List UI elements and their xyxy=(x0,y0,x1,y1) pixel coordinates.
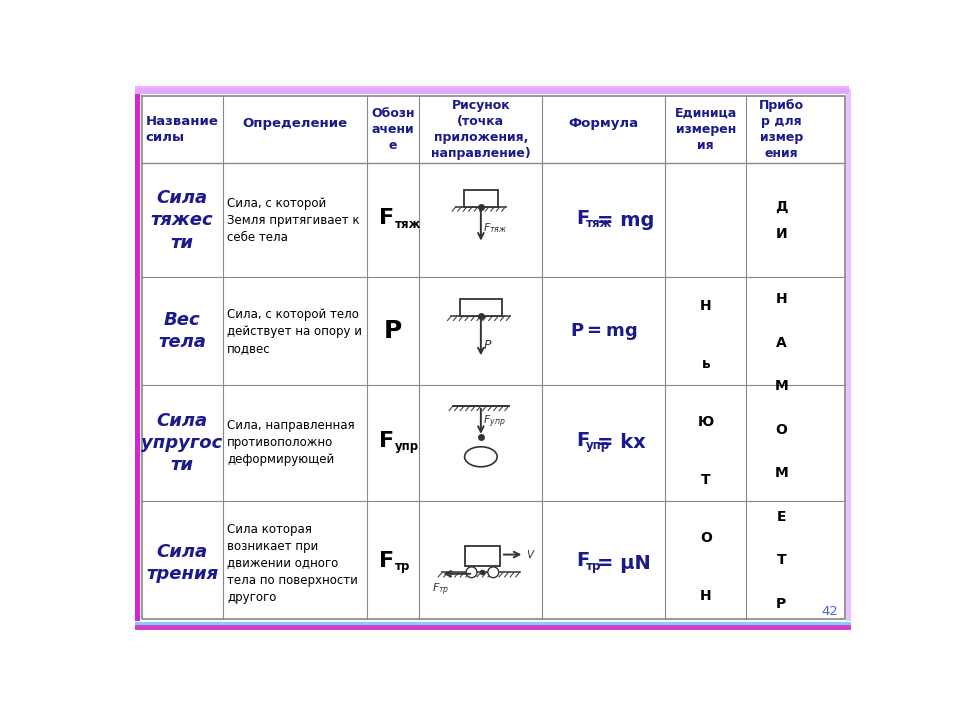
Circle shape xyxy=(488,567,498,577)
Text: Сила
упругос
ти: Сила упругос ти xyxy=(141,412,223,474)
Text: Единица
измерен
ия: Единица измерен ия xyxy=(675,107,737,152)
Text: Прибо
р для
измер
ения: Прибо р для измер ения xyxy=(758,99,804,160)
Text: F: F xyxy=(577,552,590,570)
Text: М: М xyxy=(775,466,788,480)
Text: Сила
тяжес
ти: Сила тяжес ти xyxy=(151,189,213,251)
Text: $P$: $P$ xyxy=(483,338,492,351)
Text: Сила, направленная
противоположно
деформирующей: Сила, направленная противоположно деформ… xyxy=(228,420,355,467)
Polygon shape xyxy=(846,89,851,621)
Text: упр: упр xyxy=(586,439,611,452)
Polygon shape xyxy=(134,82,849,88)
Text: $F_{тяж}$: $F_{тяж}$ xyxy=(483,221,508,235)
Polygon shape xyxy=(464,189,498,207)
Text: Сила
трения: Сила трения xyxy=(146,543,218,583)
Text: Рисунок
(точка
приложения,
направление): Рисунок (точка приложения, направление) xyxy=(431,99,531,160)
Text: = kx: = kx xyxy=(597,433,646,452)
Text: 42: 42 xyxy=(822,605,838,618)
Polygon shape xyxy=(134,89,140,621)
Text: $F_{упр}$: $F_{упр}$ xyxy=(483,413,506,430)
Text: тр: тр xyxy=(396,560,411,573)
Ellipse shape xyxy=(465,446,497,467)
Text: И: И xyxy=(776,228,787,241)
Text: Т: Т xyxy=(777,553,786,567)
Text: Ю: Ю xyxy=(698,415,714,429)
Text: $\mathbf{P = mg}$: $\mathbf{P = mg}$ xyxy=(570,320,637,342)
Text: ь: ь xyxy=(702,357,710,372)
Text: тр: тр xyxy=(586,559,601,572)
Text: Д: Д xyxy=(775,199,787,214)
Text: Н: Н xyxy=(700,300,711,313)
Text: V: V xyxy=(526,549,533,559)
Text: Сила, с которой
Земля притягивает к
себе тела: Сила, с которой Земля притягивает к себе… xyxy=(228,197,360,244)
Text: тяж: тяж xyxy=(586,217,612,230)
Text: = μN: = μN xyxy=(597,554,651,572)
Text: Определение: Определение xyxy=(242,117,348,130)
Circle shape xyxy=(467,567,477,577)
Text: упр: упр xyxy=(396,440,420,454)
Polygon shape xyxy=(460,299,502,316)
Text: М: М xyxy=(775,379,788,393)
Text: F: F xyxy=(379,551,395,571)
Text: О: О xyxy=(776,423,787,436)
Polygon shape xyxy=(134,88,849,94)
Text: Сила, с которой тело
действует на опору и
подвес: Сила, с которой тело действует на опору … xyxy=(228,307,362,355)
Text: Формула: Формула xyxy=(569,117,639,130)
Polygon shape xyxy=(134,622,851,626)
Polygon shape xyxy=(134,626,851,630)
Text: P: P xyxy=(384,319,402,343)
Text: Название
силы: Название силы xyxy=(146,115,219,144)
Text: А: А xyxy=(776,336,787,350)
Polygon shape xyxy=(465,546,500,566)
Text: О: О xyxy=(700,531,711,545)
Text: Вес
тела: Вес тела xyxy=(158,311,206,351)
Text: Е: Е xyxy=(777,510,786,523)
Text: F: F xyxy=(379,208,395,228)
Text: F: F xyxy=(577,431,590,450)
Text: Т: Т xyxy=(701,473,710,487)
Text: F: F xyxy=(577,209,590,228)
Text: Р: Р xyxy=(777,597,786,611)
Text: = mg: = mg xyxy=(597,211,655,230)
Text: F: F xyxy=(379,431,395,451)
Polygon shape xyxy=(134,80,849,82)
Text: Сила которая
возникает при
движении одного
тела по поверхности
другого: Сила которая возникает при движении одно… xyxy=(228,523,358,603)
Text: Н: Н xyxy=(776,292,787,306)
Text: тяж: тяж xyxy=(396,217,421,230)
Text: $F_{тр}$: $F_{тр}$ xyxy=(432,582,449,598)
Text: Обозн
ачени
е: Обозн ачени е xyxy=(372,107,415,152)
Text: Н: Н xyxy=(700,590,711,603)
